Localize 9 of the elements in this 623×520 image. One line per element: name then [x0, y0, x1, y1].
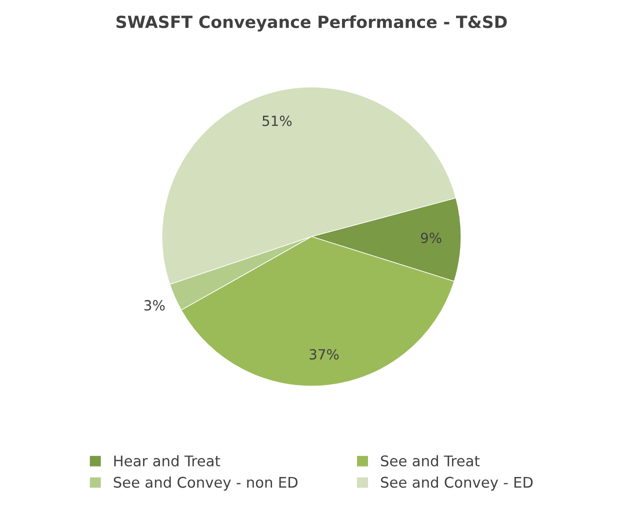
legend-label: See and Treat [380, 455, 480, 466]
data-label: 9% [420, 232, 442, 244]
data-label: 51% [262, 116, 292, 126]
chart-title: SWASFT Conveyance Performance - T&SD [116, 15, 507, 32]
data-label: 37% [310, 349, 339, 360]
legend-label: See and Convey - non ED [114, 476, 298, 491]
legend-label: See and Convey - ED [380, 476, 533, 491]
data-label: 3% [144, 300, 165, 311]
legend-label: Hear and Treat [114, 455, 220, 466]
